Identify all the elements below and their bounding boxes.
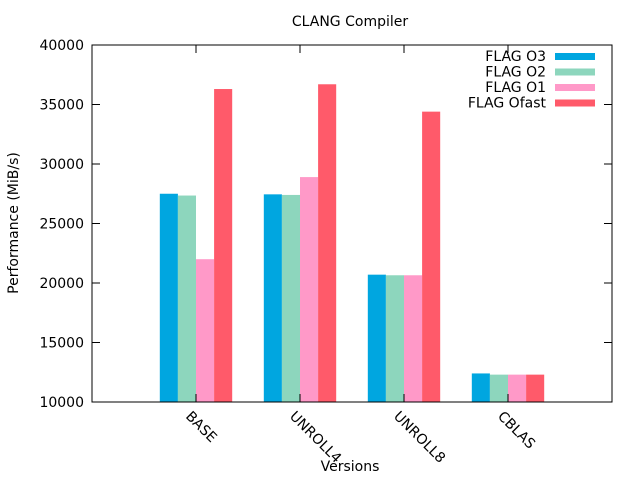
- legend-swatch: [555, 84, 595, 91]
- y-tick-label: 20000: [39, 276, 84, 292]
- bar-flag-o2-unroll4: [281, 194, 300, 402]
- bar-flag-ofast-cblas: [526, 374, 545, 402]
- x-tick-label: UNROLL4: [286, 409, 344, 467]
- y-tick-label: 25000: [39, 217, 84, 233]
- bar-flag-o1-unroll4: [300, 177, 319, 402]
- y-tick-label: 35000: [39, 98, 84, 114]
- y-tick-label: 15000: [39, 336, 84, 352]
- y-tick-label: 10000: [39, 395, 84, 411]
- x-tick-label: UNROLL8: [390, 409, 448, 467]
- bar-flag-o1-cblas: [508, 374, 527, 402]
- x-axis-label: Versions: [321, 459, 380, 475]
- bar-flag-ofast-unroll4: [318, 84, 337, 403]
- bar-flag-o2-unroll8: [385, 275, 404, 402]
- legend-label: FLAG Ofast: [468, 96, 547, 112]
- bar-flag-o3-cblas: [471, 373, 490, 402]
- bar-flag-o3-unroll8: [367, 274, 386, 402]
- bar-flag-o3-base: [159, 193, 178, 402]
- y-tick-label: 40000: [39, 38, 84, 54]
- bar-flag-o1-unroll8: [404, 275, 423, 402]
- legend-swatch: [555, 68, 595, 76]
- y-axis: 10000 15000 20000 25000 30000 35000 40000: [39, 38, 612, 411]
- bar-flag-o3-unroll4: [263, 194, 282, 402]
- bar-flag-ofast-unroll8: [422, 111, 441, 402]
- legend-label: FLAG O2: [485, 65, 546, 81]
- bar-flag-ofast-base: [214, 89, 233, 402]
- bar-flag-o1-base: [196, 259, 215, 402]
- legend-swatch: [555, 99, 595, 107]
- legend-label: FLAG O1: [485, 80, 546, 96]
- x-tick-label: BASE: [182, 409, 219, 446]
- y-axis-label: Performance (MiB/s): [6, 152, 22, 294]
- bar-flag-o2-cblas: [489, 374, 508, 402]
- legend-swatch: [555, 53, 595, 60]
- chart-title: CLANG Compiler: [292, 14, 409, 30]
- x-tick-label: CBLAS: [494, 409, 538, 453]
- legend-label: FLAG O3: [485, 49, 546, 65]
- plot-area: [159, 84, 545, 403]
- bar-flag-o2-base: [177, 195, 196, 402]
- y-tick-label: 30000: [39, 157, 84, 173]
